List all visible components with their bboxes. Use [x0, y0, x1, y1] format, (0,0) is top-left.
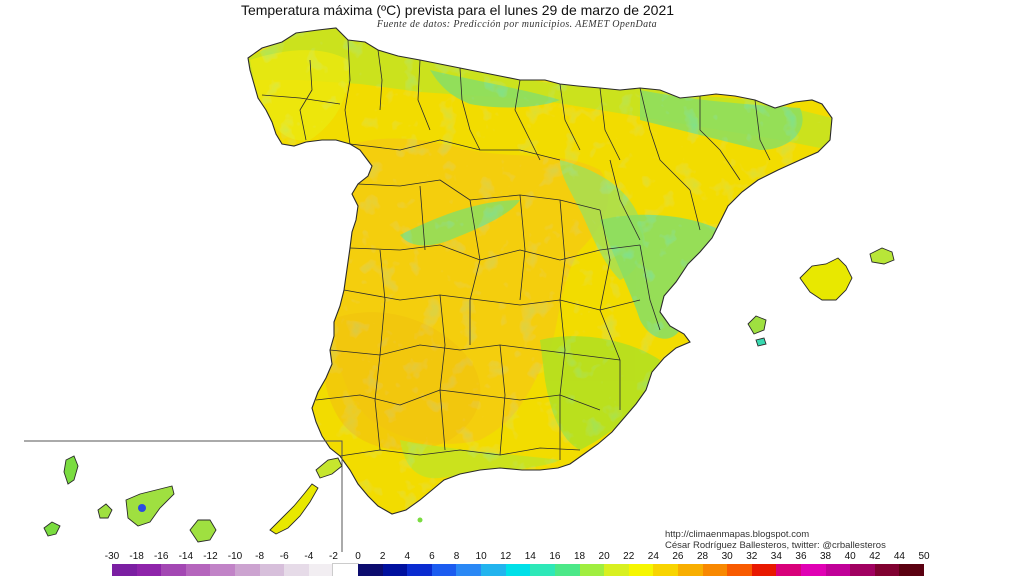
legend-color-swatch	[702, 564, 728, 576]
legend-color-swatch	[604, 564, 630, 576]
legend-tick-label: 8	[453, 551, 460, 562]
legend-color-swatch	[161, 564, 187, 576]
legend-color-swatch	[308, 564, 334, 576]
legend-tick-label: 2	[379, 551, 386, 562]
map-subtitle: Fuente de datos: Predicción por municipi…	[376, 19, 658, 30]
legend-tick-label: 34	[770, 551, 782, 562]
legend-tick-label: 4	[404, 551, 411, 562]
menorca	[869, 247, 895, 265]
legend-color-swatch	[456, 564, 482, 576]
el-hierro	[43, 521, 61, 537]
canary-inset-frame	[24, 440, 343, 552]
legend-tick-label: -30	[104, 551, 120, 562]
credit-author: César Rodríguez Ballesteros, twitter: @c…	[665, 540, 886, 551]
legend-tick-label: 18	[573, 551, 586, 562]
legend-tick-label: -12	[203, 551, 218, 562]
legend-color-swatch	[530, 564, 556, 576]
legend-color-swatch	[554, 564, 580, 576]
legend-tick-label: 24	[647, 551, 659, 562]
legend-color-swatch	[112, 564, 137, 576]
legend-tick-label: -2	[329, 551, 338, 562]
legend-tick-label: -10	[227, 551, 243, 562]
ceuta	[417, 517, 423, 523]
legend-color-swatch	[579, 564, 605, 576]
legend-color-swatch	[776, 564, 802, 576]
fuerteventura	[269, 483, 319, 535]
canary-islands	[43, 455, 343, 543]
legend-tick-label: 26	[672, 551, 684, 562]
legend-color-swatch	[874, 564, 900, 576]
legend-color-swatch	[653, 564, 679, 576]
mallorca	[799, 257, 853, 301]
legend-tick-label: 30	[721, 551, 733, 562]
legend-tick-label: 14	[524, 551, 536, 562]
legend-color-swatch	[677, 564, 703, 576]
legend-tick-label: -4	[304, 551, 314, 562]
legend-tick-label: 28	[696, 551, 709, 562]
peninsula	[247, 27, 833, 515]
legend-color-swatch	[332, 563, 360, 576]
legend-color-swatch	[628, 564, 654, 576]
legend-tick-label: 32	[746, 551, 758, 562]
tenerife	[125, 485, 175, 527]
legend-color-swatch	[800, 564, 826, 576]
la-gomera	[97, 503, 113, 519]
legend-color-swatch	[235, 564, 261, 576]
map-title: Temperatura máxima (ºC) prevista para el…	[240, 2, 675, 18]
legend-tick-label: 44	[893, 551, 905, 562]
legend-color-swatch	[825, 564, 851, 576]
legend-color-swatch	[727, 564, 753, 576]
legend-tick-label: 16	[549, 551, 561, 562]
legend-tick-label: 42	[869, 551, 881, 562]
credit-url[interactable]: http://climaenmapas.blogspot.com	[665, 529, 810, 540]
legend-tick-label: 40	[844, 551, 856, 562]
legend-tick-label: 22	[623, 551, 635, 562]
legend-color-swatch	[210, 564, 236, 576]
legend-tick-label: -14	[178, 551, 194, 562]
legend-color-swatch	[259, 564, 285, 576]
legend-tick-label: 36	[795, 551, 807, 562]
legend-color-swatch	[407, 564, 433, 576]
legend-tick-label: -16	[153, 551, 169, 562]
legend-color-swatch	[284, 564, 310, 576]
legend-color-swatch	[505, 564, 531, 576]
legend-color-swatch	[751, 564, 777, 576]
lanzarote	[315, 457, 343, 479]
province-borders	[261, 39, 771, 460]
legend-color-swatch	[185, 564, 211, 576]
teide-peak	[138, 504, 146, 512]
north-africa-enclaves	[417, 517, 423, 523]
legend-color-swatch	[481, 564, 507, 576]
legend-tick-label: -8	[255, 551, 265, 562]
legend-tick-label: 38	[820, 551, 832, 562]
legend-tick-label: -6	[279, 551, 289, 562]
ibiza	[747, 315, 767, 335]
legend-tick-label: 6	[429, 551, 435, 562]
legend-tick-label: 20	[598, 551, 610, 562]
formentera	[755, 337, 767, 347]
legend-tick-label: 50	[918, 551, 930, 562]
legend-color-swatch	[358, 564, 384, 576]
gran-canaria	[189, 519, 217, 543]
legend-color-swatch	[382, 564, 408, 576]
legend-color-swatch	[850, 564, 876, 576]
legend-tick-label: 12	[500, 551, 512, 562]
color-legend: -30 -18 -16 -14 -12 -10 -8 -6 -4 -2 0 2 4 6 8 10 12 14 16 1…	[105, 551, 930, 576]
legend-color-swatch	[136, 564, 162, 576]
legend-color-swatch	[899, 564, 925, 576]
legend-tick-label: 10	[475, 551, 487, 562]
balearic-islands	[747, 247, 895, 347]
legend-color-swatch	[431, 564, 457, 576]
legend-tick-label: -18	[129, 551, 144, 562]
la-palma	[63, 455, 79, 485]
legend-tick-label: 0	[355, 551, 361, 562]
